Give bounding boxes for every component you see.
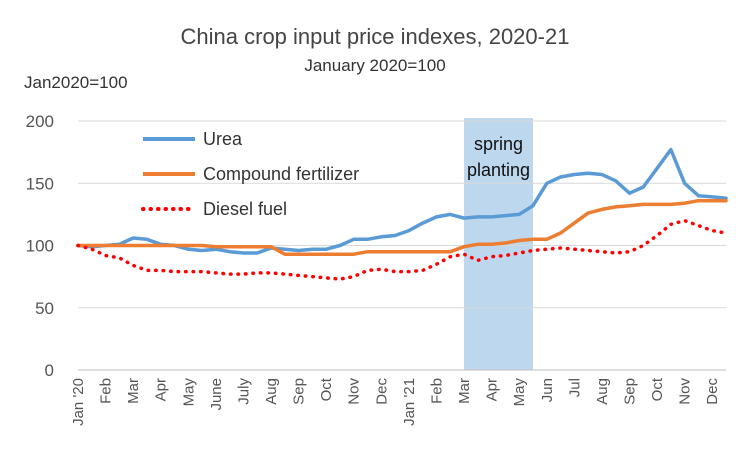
y-tick-label: 200 — [26, 112, 54, 131]
series-line-compound-fertilizer — [76, 198, 728, 256]
x-tick-label: Nov — [346, 378, 363, 405]
x-tick-label: Oct — [649, 377, 666, 401]
y-tick-label: 50 — [35, 299, 54, 318]
x-tick-label: Sep — [621, 378, 638, 405]
x-tick-label: Apr — [484, 378, 501, 401]
x-tick-label: Jan '20 — [70, 378, 87, 426]
x-tick-label: Feb — [98, 378, 115, 404]
x-tick-label: Aug — [594, 378, 611, 405]
x-tick-label: June — [208, 378, 225, 411]
x-tick-label: Oct — [318, 377, 335, 401]
chart-title: China crop input price indexes, 2020-21 — [181, 24, 570, 49]
series-line-urea — [76, 147, 728, 255]
x-tick-label: Jul — [566, 378, 583, 397]
y-tick-label: 100 — [26, 237, 54, 256]
y-tick-label: 150 — [26, 174, 54, 193]
y-axis-label: Jan2020=100 — [24, 73, 128, 92]
x-tick-label: Nov — [677, 378, 694, 405]
x-tick-label: July — [235, 378, 252, 405]
x-tick-label: May — [511, 378, 528, 407]
chart-subtitle: January 2020=100 — [304, 56, 445, 75]
x-tick-label: May — [180, 378, 197, 407]
x-tick-label: Mar — [125, 378, 142, 404]
x-tick-label: Dec — [373, 378, 390, 405]
annotation-text: spring — [474, 134, 523, 154]
y-tick-label: 0 — [45, 361, 54, 380]
x-tick-label: Mar — [456, 378, 473, 404]
x-tick-label: Sep — [291, 378, 308, 405]
legend-label: Compound fertilizer — [203, 164, 359, 184]
legend-label: Diesel fuel — [203, 199, 287, 219]
x-tick-label: Apr — [153, 378, 170, 401]
x-tick-label: Dec — [704, 378, 721, 405]
x-tick-label: Jun — [539, 378, 556, 402]
x-tick-label: Jan '21 — [401, 378, 418, 426]
x-tick-label: Feb — [428, 378, 445, 404]
legend-label: Urea — [203, 129, 243, 149]
series-line-diesel-fuel — [76, 218, 728, 281]
x-tick-label: Aug — [263, 378, 280, 405]
annotation-text: planting — [467, 160, 530, 180]
